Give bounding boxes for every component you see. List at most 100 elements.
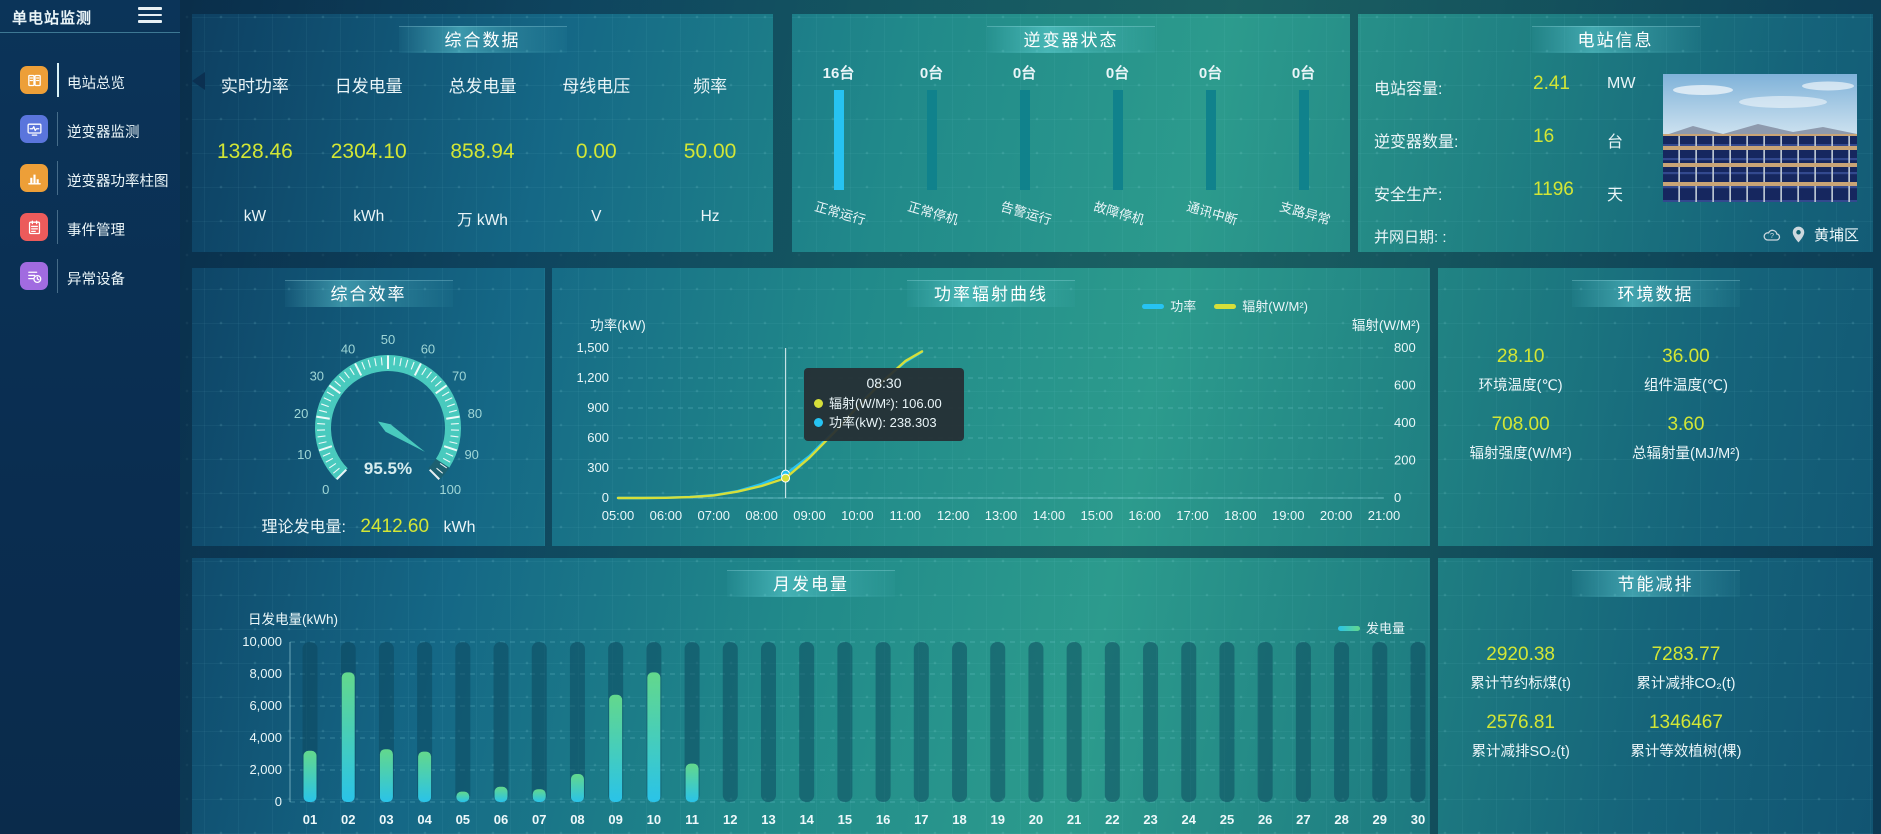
svg-text:16: 16 <box>876 812 890 827</box>
svg-text:07:00: 07:00 <box>697 508 730 523</box>
generation-bar-swatch-icon <box>1337 626 1360 631</box>
svg-text:06:00: 06:00 <box>650 508 683 523</box>
svg-text:30: 30 <box>1411 812 1425 827</box>
monthly-legend[interactable]: 发电量 <box>1337 618 1405 637</box>
svg-text:15:00: 15:00 <box>1080 508 1113 523</box>
location-text: 黄埔区 <box>1813 227 1859 244</box>
power-barchart-icon <box>20 164 48 192</box>
svg-text:600: 600 <box>587 430 609 445</box>
inverter-count: 0台 <box>1291 65 1316 82</box>
inverter-count: 0台 <box>919 65 944 82</box>
stat-cell: 3.60 总辐射量(MJ/M²) <box>1603 414 1768 469</box>
tooltip-row-power: 功率(kW): 238.303 <box>814 413 954 432</box>
metric-value: 2304.10 <box>330 140 407 163</box>
svg-text:40: 40 <box>341 342 355 357</box>
stat-cell: 2576.81 累计减排SO₂(t) <box>1438 712 1603 767</box>
svg-text:05:00: 05:00 <box>602 508 635 523</box>
svg-text:13:00: 13:00 <box>985 508 1018 523</box>
inverter-count: 0台 <box>1198 65 1223 82</box>
panel-saving: 节能减排 2920.38 累计节约标煤(t) 7283.77 累计减排CO₂(t) 25… <box>1438 558 1873 834</box>
svg-text:1,500: 1,500 <box>576 340 609 355</box>
inverter-status-bar <box>1019 90 1030 190</box>
sidebar: 单电站监测 电站总览 逆变器监测逆变器功率柱图事件管理异常设备 <box>0 0 180 834</box>
saving-grid: 2920.38 累计节约标煤(t) 7283.77 累计减排CO₂(t) 2576.81… <box>1438 644 1769 780</box>
summary-metrics: 实时功率 1328.46 kW 日发电量 2304.10 kWh 总发电量 858.94 万 k… <box>198 14 767 252</box>
svg-text:03: 03 <box>379 812 393 827</box>
menu-hamburger-icon[interactable] <box>138 7 162 26</box>
panel-efficiency-title: 综合效率 <box>284 280 453 307</box>
abnormal-device-icon <box>20 262 48 290</box>
inverter-status-bar <box>1112 90 1123 190</box>
inverter-bars[interactable]: 16台 正常运行 0台 正常停机 0台 告警运行 0台 故障停机 0台 通讯中断 0台 支路异常 <box>792 14 1350 252</box>
station-row-label: 安全生产: <box>1374 187 1443 204</box>
svg-text:16:00: 16:00 <box>1128 508 1161 523</box>
inverter-status-bar <box>1205 90 1216 190</box>
panel-power-curve: 功率辐射曲线 功率 辐射(W/M²) 0 300 600 900 1,200 1,500 0… <box>552 268 1430 546</box>
svg-text:09:00: 09:00 <box>793 508 826 523</box>
sidebar-collapse-icon[interactable] <box>192 72 205 90</box>
station-photo <box>1663 74 1857 202</box>
svg-text:6,000: 6,000 <box>249 698 282 713</box>
sidebar-item-4[interactable]: 事件管理 <box>0 203 180 252</box>
monthly-bar-chart[interactable]: 0 2,000 4,000 6,000 8,000 10,000 日发电量(kWh) 01 02… <box>192 558 1430 834</box>
sidebar-item-3[interactable]: 逆变器功率柱图 <box>0 154 180 203</box>
inverter-status-bar <box>833 90 844 190</box>
stat-value: 28.10 <box>1496 346 1545 367</box>
stat-label: 组件温度(℃) <box>1643 378 1728 394</box>
svg-text:17:00: 17:00 <box>1176 508 1209 523</box>
svg-text:08: 08 <box>570 812 584 827</box>
svg-text:0: 0 <box>322 482 329 497</box>
svg-text:18: 18 <box>952 812 966 827</box>
summary-metric: 实时功率 1328.46 kW <box>198 14 312 252</box>
inverter-status-column: 0台通讯中断 <box>1164 14 1257 252</box>
station-row-value: 1196 <box>1533 179 1574 200</box>
inverter-count: 16台 <box>822 65 855 82</box>
stat-label: 累计节约标煤(t) <box>1470 676 1571 692</box>
tooltip-time: 08:30 <box>866 375 902 391</box>
panel-power-curve-title: 功率辐射曲线 <box>907 280 1075 307</box>
sidebar-item-label: 异常设备 <box>67 272 125 288</box>
panel-summary: 综合数据 实时功率 1328.46 kW 日发电量 2304.10 kWh 总发电量 858.… <box>192 14 773 252</box>
svg-text:200: 200 <box>1394 453 1416 468</box>
svg-text:26: 26 <box>1258 812 1272 827</box>
svg-text:30: 30 <box>310 368 324 383</box>
stat-label: 累计等效植树(棵) <box>1630 744 1742 760</box>
svg-text:70: 70 <box>452 368 466 383</box>
station-row-label: 逆变器数量: <box>1374 134 1459 151</box>
legend-item-power[interactable]: 功率 <box>1142 296 1196 315</box>
station-info-row: 逆变器数量: 16 台 <box>1358 125 1873 178</box>
environment-grid: 28.10 环境温度(℃) 36.00 组件温度(℃) 708.00 辐射强度(W/M²)… <box>1438 346 1769 482</box>
svg-text:1,200: 1,200 <box>576 370 609 385</box>
stat-label: 环境温度(℃) <box>1478 378 1563 394</box>
inverter-status-label: 故障停机 <box>1092 198 1147 228</box>
event-journal-icon <box>20 213 48 241</box>
sidebar-item-2[interactable]: 逆变器监测 <box>0 105 180 154</box>
svg-text:18:00: 18:00 <box>1224 508 1257 523</box>
inverter-status-bar <box>926 90 937 190</box>
sidebar-item-label: 逆变器功率柱图 <box>67 174 169 190</box>
metric-value: 1328.46 <box>216 140 293 163</box>
inverter-status-label: 正常停机 <box>906 198 961 228</box>
inverter-status-label: 通讯中断 <box>1185 198 1240 228</box>
legend-item-radiation[interactable]: 辐射(W/M²) <box>1214 296 1308 315</box>
stat-label: 总辐射量(MJ/M²) <box>1631 446 1740 462</box>
metric-value: 50.00 <box>683 140 737 163</box>
svg-text:300: 300 <box>587 460 609 475</box>
app-title: 单电站监测 <box>12 10 93 27</box>
svg-text:10,000: 10,000 <box>242 634 282 649</box>
svg-text:14:00: 14:00 <box>1033 508 1066 523</box>
svg-text:95.5%: 95.5% <box>364 459 412 478</box>
theory-generation: 理论发电量: 2412.60 kWh <box>192 513 545 538</box>
radiation-dot-icon <box>814 399 823 408</box>
summary-metric: 总发电量 858.94 万 kWh <box>426 14 540 252</box>
panel-monthly: 月发电量 发电量 0 2,000 4,000 6,000 8,000 10,000 日发电量… <box>192 558 1430 834</box>
station-location: ? 黄埔区 <box>1761 224 1859 245</box>
power-curve-chart[interactable]: 0 300 600 900 1,200 1,500 0 200 400 600 800 功率(kW) 辐… <box>552 268 1430 546</box>
efficiency-gauge[interactable]: 0 10 20 30 40 50 60 70 80 90 100 95.5% <box>268 304 508 508</box>
svg-text:05: 05 <box>456 812 470 827</box>
sidebar-item-5[interactable]: 异常设备 <box>0 252 180 301</box>
stat-value: 2576.81 <box>1486 712 1555 733</box>
inverter-status-label: 支路异常 <box>1278 198 1333 228</box>
sidebar-item-1[interactable]: 电站总览 <box>0 56 180 105</box>
